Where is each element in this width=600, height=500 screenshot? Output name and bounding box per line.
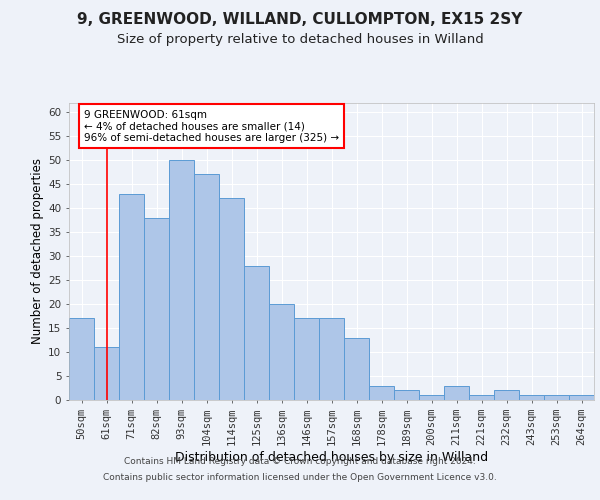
Text: 9, GREENWOOD, WILLAND, CULLOMPTON, EX15 2SY: 9, GREENWOOD, WILLAND, CULLOMPTON, EX15 … xyxy=(77,12,523,28)
Bar xyxy=(169,160,194,400)
Bar xyxy=(194,174,219,400)
Bar xyxy=(419,395,444,400)
Text: Contains HM Land Registry data © Crown copyright and database right 2024.: Contains HM Land Registry data © Crown c… xyxy=(124,458,476,466)
Text: Size of property relative to detached houses in Willand: Size of property relative to detached ho… xyxy=(116,32,484,46)
Bar xyxy=(244,266,269,400)
Bar xyxy=(494,390,519,400)
Bar xyxy=(219,198,244,400)
Bar xyxy=(294,318,319,400)
Bar xyxy=(319,318,344,400)
Text: Contains public sector information licensed under the Open Government Licence v3: Contains public sector information licen… xyxy=(103,472,497,482)
Bar xyxy=(519,395,544,400)
Bar xyxy=(569,395,594,400)
Bar xyxy=(544,395,569,400)
Bar xyxy=(69,318,94,400)
X-axis label: Distribution of detached houses by size in Willand: Distribution of detached houses by size … xyxy=(175,450,488,464)
Bar xyxy=(394,390,419,400)
Bar xyxy=(119,194,144,400)
Bar xyxy=(369,386,394,400)
Bar xyxy=(269,304,294,400)
Bar xyxy=(144,218,169,400)
Bar xyxy=(344,338,369,400)
Bar xyxy=(444,386,469,400)
Bar xyxy=(94,347,119,400)
Y-axis label: Number of detached properties: Number of detached properties xyxy=(31,158,44,344)
Bar xyxy=(469,395,494,400)
Text: 9 GREENWOOD: 61sqm
← 4% of detached houses are smaller (14)
96% of semi-detached: 9 GREENWOOD: 61sqm ← 4% of detached hous… xyxy=(84,110,339,143)
